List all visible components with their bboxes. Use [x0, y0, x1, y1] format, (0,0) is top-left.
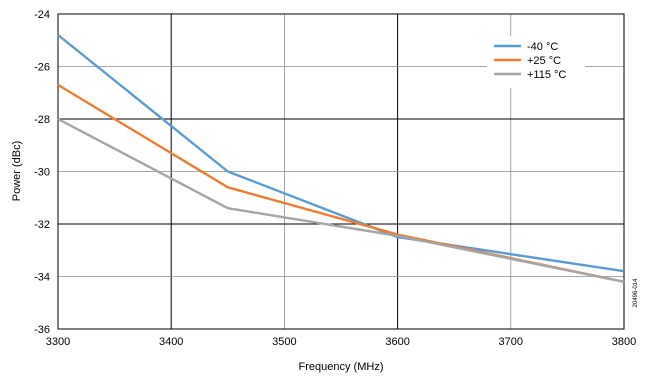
series-line-1: [57, 83, 625, 283]
tick-labels: 3300 3400 3500 3600 3700 3800 -24 -26 -28 -30 -32 -…: [34, 9, 636, 348]
series-line-2: [57, 117, 625, 283]
legend: -40 °C +25 °C +115 °C: [487, 36, 585, 88]
y-axis-label: Power (dBc): [11, 141, 23, 202]
x-tick-label: 3300: [46, 336, 70, 348]
grid: [57, 13, 625, 330]
series-line-0: [57, 34, 625, 273]
x-axis-label: Frequency (MHz): [299, 361, 384, 373]
y-tick-label: -24: [34, 9, 50, 21]
legend-label-1: +25 °C: [527, 55, 561, 67]
legend-label-2: +115 °C: [527, 69, 566, 81]
x-tick-label: 3800: [612, 336, 636, 348]
y-tick-label: -32: [34, 219, 50, 231]
plot-frame: [57, 13, 625, 330]
x-tick-label: 3700: [499, 336, 523, 348]
y-tick-label: -28: [34, 114, 50, 126]
x-tick-label: 3600: [385, 336, 409, 348]
figure-code: 20496-014: [633, 278, 639, 307]
y-tick-label: -34: [34, 272, 50, 284]
y-tick-label: -26: [34, 62, 50, 74]
legend-box: [487, 36, 585, 88]
y-tick-label: -30: [34, 167, 50, 179]
y-tick-label: -36: [34, 324, 50, 336]
x-tick-label: 3400: [159, 336, 183, 348]
series-lines: [57, 34, 625, 283]
legend-label-0: -40 °C: [527, 41, 558, 53]
x-tick-label: 3500: [272, 336, 296, 348]
